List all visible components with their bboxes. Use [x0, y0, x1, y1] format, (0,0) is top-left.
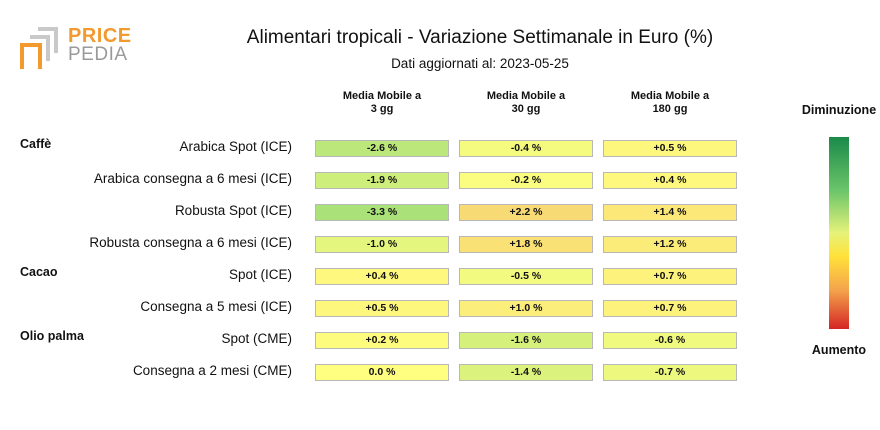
- column-header-30gg: Media Mobile a 30 gg: [459, 90, 593, 116]
- row-label: Consegna a 2 mesi (CME): [132, 363, 292, 378]
- group-label: Olio palma: [20, 329, 84, 343]
- value-cell: +0.7 %: [603, 268, 737, 285]
- pricepedia-logo: PRICE PEDIA: [20, 25, 132, 73]
- value-cell: +1.0 %: [459, 300, 593, 317]
- column-header-line2: 3 gg: [370, 103, 394, 115]
- value-cell: -0.2 %: [459, 172, 593, 189]
- column-header-line1: Media Mobile a: [630, 90, 710, 102]
- column-header-line1: Media Mobile a: [486, 90, 566, 102]
- value-cell: 0.0 %: [315, 364, 449, 381]
- group-label: Cacao: [20, 265, 58, 279]
- value-cell: -0.7 %: [603, 364, 737, 381]
- row-label: Robusta consegna a 6 mesi (ICE): [89, 235, 292, 250]
- chart-title: Alimentari tropicali - Variazione Settim…: [246, 27, 714, 48]
- legend-bottom-label: Aumento: [811, 343, 867, 357]
- logo-word-price: PRICE: [68, 25, 132, 47]
- chart-subtitle: Dati aggiornati al: 2023-05-25: [391, 56, 569, 71]
- value-cell: -2.6 %: [315, 140, 449, 157]
- column-header-line2: 180 gg: [652, 103, 688, 115]
- row-label: Arabica Spot (ICE): [179, 139, 292, 154]
- column-header-line2: 30 gg: [511, 103, 541, 115]
- column-header-3gg: Media Mobile a 3 gg: [315, 90, 449, 116]
- value-cell: -0.4 %: [459, 140, 593, 157]
- row-label: Spot (CME): [221, 331, 292, 346]
- value-cell: +1.4 %: [603, 204, 737, 221]
- logo-word-pedia: PEDIA: [68, 44, 128, 65]
- row-label: Consegna a 5 mesi (ICE): [140, 299, 292, 314]
- value-cell: -0.5 %: [459, 268, 593, 285]
- value-cell: +0.4 %: [603, 172, 737, 189]
- value-cell: -0.6 %: [603, 332, 737, 349]
- color-scale-bar: [829, 137, 849, 329]
- column-header-line1: Media Mobile a: [342, 90, 422, 102]
- value-cell: -1.9 %: [315, 172, 449, 189]
- value-cell: +0.4 %: [315, 268, 449, 285]
- value-cell: +1.2 %: [603, 236, 737, 253]
- legend-top-label: Diminuzione: [801, 103, 877, 117]
- value-cell: +2.2 %: [459, 204, 593, 221]
- logo-mark-icon: [20, 27, 58, 69]
- value-cell: +0.7 %: [603, 300, 737, 317]
- column-header-180gg: Media Mobile a 180 gg: [603, 90, 737, 116]
- value-cell: +0.5 %: [315, 300, 449, 317]
- value-cell: -1.6 %: [459, 332, 593, 349]
- value-cell: -1.4 %: [459, 364, 593, 381]
- row-label: Robusta Spot (ICE): [174, 203, 292, 218]
- value-cell: -1.0 %: [315, 236, 449, 253]
- row-label: Arabica consegna a 6 mesi (ICE): [93, 171, 292, 186]
- row-label: Spot (ICE): [228, 267, 292, 282]
- value-cell: +0.5 %: [603, 140, 737, 157]
- value-cell: -3.3 %: [315, 204, 449, 221]
- value-cell: +1.8 %: [459, 236, 593, 253]
- value-cell: +0.2 %: [315, 332, 449, 349]
- group-label: Caffè: [20, 137, 52, 151]
